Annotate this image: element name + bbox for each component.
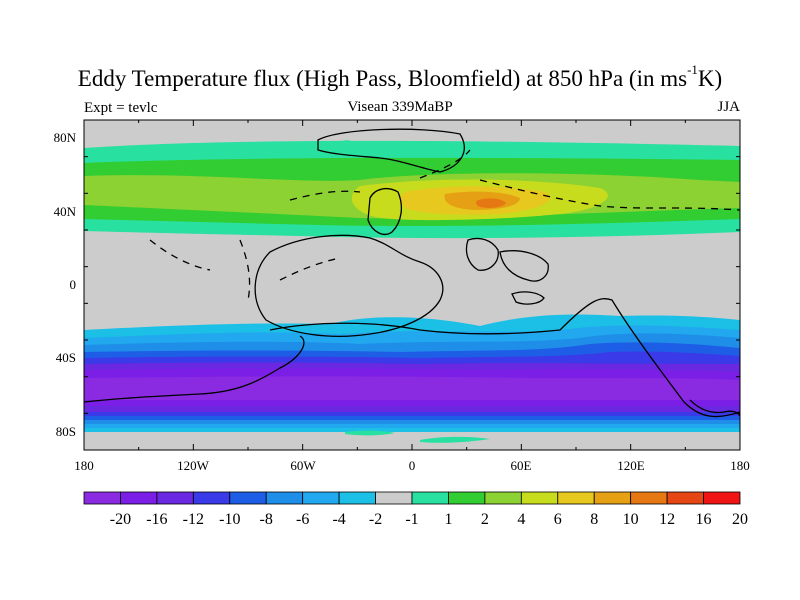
antarctic-patch-right	[420, 436, 490, 443]
colorbar-label: -6	[296, 511, 309, 528]
axis-ticks	[83, 119, 741, 451]
title-main: Eddy Temperature flux (High Pass, Bloomf…	[77, 66, 688, 91]
colorbar-swatch	[703, 491, 741, 505]
coastlines	[84, 128, 740, 418]
x-tick-label-4: 60E	[511, 458, 532, 473]
x-tick-label-2: 60W	[290, 458, 316, 473]
asia-blocks	[465, 237, 549, 305]
colorbar-label: 10	[623, 511, 639, 528]
sh-band-minus-16	[84, 376, 740, 400]
colorbar-label: -1	[405, 511, 418, 528]
y-tick-label-2: 0	[70, 277, 77, 292]
colorbar-swatch	[302, 491, 340, 505]
title-unit-suffix: K)	[697, 66, 723, 91]
colorbar-swatch	[557, 491, 595, 505]
colorbar-swatch	[484, 491, 522, 505]
colorbar-swatch	[520, 491, 559, 505]
colorbar-swatch	[375, 491, 413, 505]
dashed-coastlines	[149, 149, 740, 301]
colorbar-label: 16	[696, 511, 712, 528]
x-tick-label-1: 120W	[177, 458, 210, 473]
colorbar-label: -8	[260, 511, 273, 528]
colorbar-swatch	[666, 491, 704, 505]
colorbar-label: -10	[219, 511, 240, 528]
colorbar-swatch	[593, 491, 632, 505]
experiment-label: Expt = tevlc	[84, 100, 158, 116]
colorbar-label: -20	[110, 511, 131, 528]
colorbar-swatch	[265, 491, 304, 505]
x-tick-label-6: 180	[730, 458, 750, 473]
y-tick-label-3: 40S	[56, 350, 76, 365]
north-landmass	[317, 128, 465, 173]
period-label: Visean 339MaBP	[347, 99, 453, 115]
colorbar-swatch	[411, 491, 449, 505]
arctic-patch	[340, 140, 355, 148]
colorbar-swatch	[630, 491, 668, 505]
colorbar-label: -4	[332, 511, 345, 528]
y-tick-label-1: 40N	[54, 204, 77, 219]
colorbar-label: 12	[659, 511, 675, 528]
title-superscript: -1	[687, 62, 698, 77]
colorbar-swatch	[83, 491, 121, 505]
gondwana-south	[84, 298, 740, 418]
colorbar-label: 1	[444, 511, 452, 528]
x-axis-labels: 180 120W 60W 0 60E 120E 180	[74, 458, 750, 473]
x-tick-label-5: 120E	[617, 458, 645, 473]
colorbar-label: 4	[517, 511, 525, 528]
season-label: JJA	[717, 99, 740, 115]
colorbar-label: -2	[369, 511, 382, 528]
colorbar-swatch	[192, 491, 231, 505]
y-axis-labels: 80N 40N 0 40S 80S	[54, 130, 77, 439]
colorbar-label: 8	[590, 511, 598, 528]
colorbar-label: 6	[554, 511, 562, 528]
x-tick-label-3: 0	[409, 458, 416, 473]
colorbar-label: 2	[481, 511, 489, 528]
colorbar-swatch	[229, 491, 267, 505]
x-tick-label-0: 180	[74, 458, 94, 473]
gondwana-north	[254, 234, 444, 337]
y-tick-label-4: 80S	[56, 424, 76, 439]
dashed-coast-tropics	[149, 239, 341, 301]
colorbar-swatch	[156, 491, 194, 505]
colorbar-label: 20	[732, 511, 748, 528]
colorbar-label: -12	[183, 511, 204, 528]
dashed-coast-nh	[289, 149, 740, 211]
colorbar-labels: -20 -16 -12 -10 -8 -6 -4 -2 -1 1 2 4 6 8 10 12 16 20	[110, 511, 748, 528]
antarctic-patch-left	[345, 430, 395, 436]
colorbar	[83, 491, 741, 505]
laurussia	[367, 187, 403, 235]
colorbar-label: -16	[146, 511, 167, 528]
y-tick-label-0: 80N	[54, 130, 77, 145]
flux-field	[84, 120, 740, 450]
nh-band-16	[475, 198, 506, 208]
colorbar-swatch	[448, 491, 486, 505]
colorbar-swatch	[338, 491, 376, 505]
colorbar-swatch	[120, 491, 158, 505]
chart-title: Eddy Temperature flux (High Pass, Bloomf…	[0, 62, 800, 92]
